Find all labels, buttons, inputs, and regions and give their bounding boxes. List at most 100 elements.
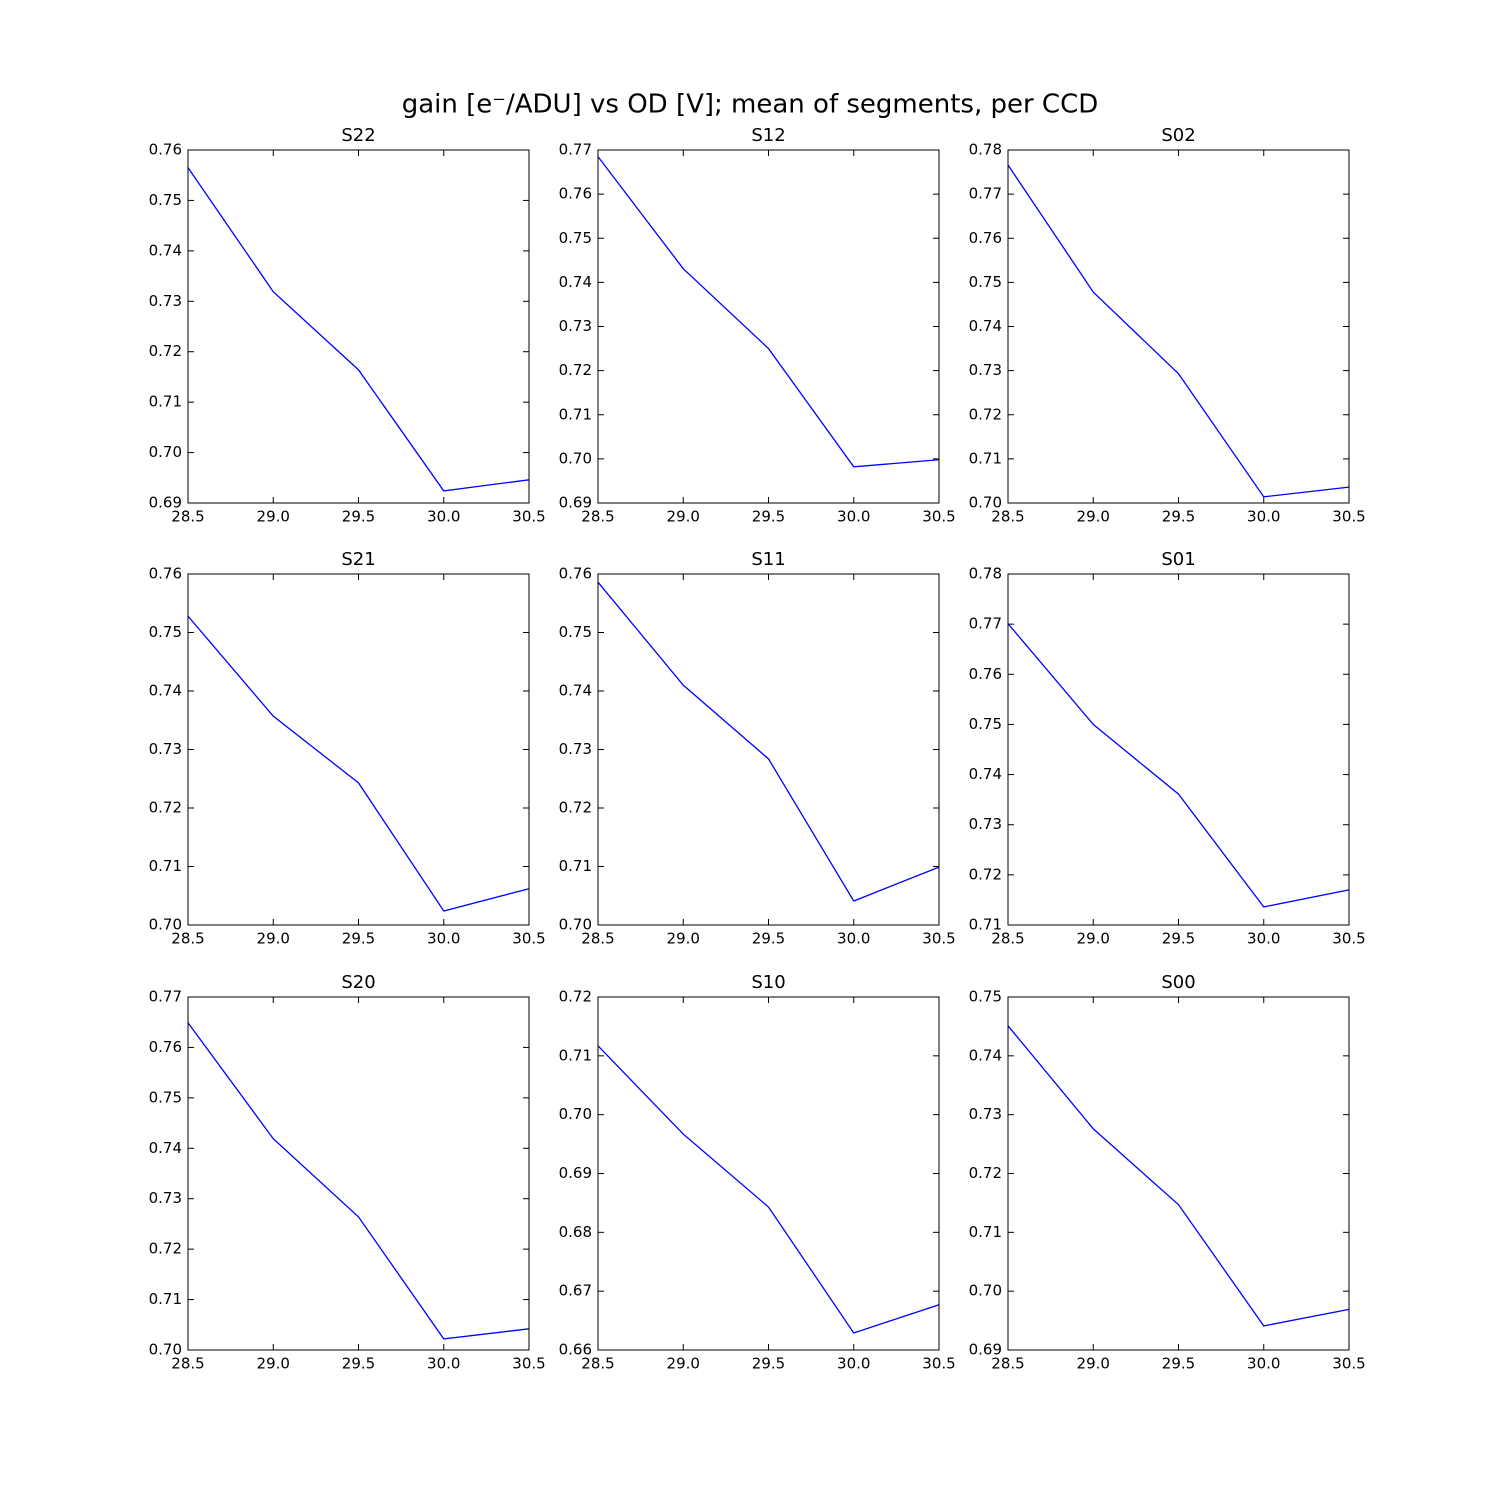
x-tick-label: 29.5	[1162, 930, 1195, 948]
y-tick-label: 0.73	[969, 815, 1002, 833]
y-tick-label: 0.70	[149, 1341, 182, 1359]
subplot-title: S20	[341, 972, 375, 993]
x-tick-label: 28.5	[171, 508, 204, 526]
y-tick-label: 0.67	[559, 1282, 592, 1300]
y-tick-label: 0.70	[969, 494, 1002, 512]
y-tick-label: 0.74	[149, 1139, 182, 1157]
x-tick-label: 29.0	[667, 508, 700, 526]
y-tick-label: 0.77	[149, 988, 182, 1006]
y-tick-label: 0.66	[559, 1341, 592, 1359]
y-tick-label: 0.77	[559, 141, 592, 159]
x-tick-label: 28.5	[991, 930, 1024, 948]
y-tick-label: 0.76	[149, 1038, 182, 1056]
y-tick-label: 0.70	[559, 449, 592, 467]
axes-frame	[597, 573, 940, 926]
y-tick-label: 0.76	[149, 141, 182, 159]
y-tick-label: 0.72	[149, 799, 182, 817]
y-tick-label: 0.74	[969, 765, 1002, 783]
y-tick-label: 0.75	[559, 229, 592, 247]
axes-frame	[187, 573, 530, 926]
x-tick-label: 30.5	[512, 508, 545, 526]
x-tick-label: 28.5	[991, 1355, 1024, 1373]
y-tick-label: 0.76	[969, 229, 1002, 247]
x-tick-label: 30.5	[922, 508, 955, 526]
y-tick-label: 0.71	[559, 857, 592, 875]
y-tick-label: 0.78	[969, 565, 1002, 583]
x-tick-label: 30.5	[1332, 1355, 1365, 1373]
data-line	[187, 615, 530, 912]
x-tick-label: 28.5	[991, 508, 1024, 526]
data-line	[187, 1022, 530, 1340]
axes-frame	[597, 996, 940, 1351]
x-tick-label: 29.5	[1162, 508, 1195, 526]
x-tick-label: 30.0	[837, 1355, 870, 1373]
y-tick-label: 0.75	[969, 988, 1002, 1006]
y-tick-label: 0.70	[559, 1105, 592, 1123]
subplot-title: S02	[1161, 125, 1195, 146]
y-tick-label: 0.76	[969, 665, 1002, 683]
y-tick-label: 0.71	[969, 449, 1002, 467]
x-tick-label: 30.5	[922, 1355, 955, 1373]
axes-frame	[187, 149, 530, 504]
x-tick-label: 28.5	[581, 508, 614, 526]
subplot-title: S00	[1161, 972, 1195, 993]
x-tick-label: 29.5	[752, 1355, 785, 1373]
x-tick-label: 30.0	[837, 930, 870, 948]
y-tick-label: 0.74	[149, 682, 182, 700]
x-tick-label: 29.5	[342, 930, 375, 948]
y-tick-label: 0.73	[969, 361, 1002, 379]
y-tick-label: 0.73	[149, 1189, 182, 1207]
y-tick-label: 0.73	[559, 317, 592, 335]
y-tick-label: 0.74	[969, 317, 1002, 335]
y-tick-label: 0.73	[559, 740, 592, 758]
x-tick-label: 30.0	[427, 508, 460, 526]
x-tick-label: 28.5	[581, 930, 614, 948]
x-tick-label: 29.5	[1162, 1355, 1195, 1373]
y-tick-label: 0.68	[559, 1223, 592, 1241]
y-tick-label: 0.74	[559, 682, 592, 700]
x-tick-label: 30.5	[1332, 508, 1365, 526]
data-line	[597, 1045, 940, 1334]
data-line	[187, 167, 530, 492]
y-tick-label: 0.73	[149, 292, 182, 310]
x-tick-label: 30.5	[1332, 930, 1365, 948]
x-tick-label: 28.5	[171, 1355, 204, 1373]
y-tick-label: 0.71	[969, 1223, 1002, 1241]
axes-frame	[187, 996, 530, 1351]
x-tick-label: 29.5	[752, 930, 785, 948]
axes-frame	[1007, 573, 1350, 926]
axes-frame	[1007, 996, 1350, 1351]
y-tick-label: 0.72	[149, 342, 182, 360]
y-tick-label: 0.71	[559, 1046, 592, 1064]
x-tick-label: 30.0	[427, 930, 460, 948]
x-tick-label: 28.5	[171, 930, 204, 948]
subplot-title: S12	[751, 125, 785, 146]
axes-frame	[597, 149, 940, 504]
y-tick-label: 0.72	[969, 405, 1002, 423]
y-tick-label: 0.70	[559, 916, 592, 934]
y-tick-label: 0.71	[149, 393, 182, 411]
y-tick-label: 0.75	[559, 623, 592, 641]
x-tick-label: 30.5	[512, 1355, 545, 1373]
y-tick-label: 0.73	[149, 740, 182, 758]
data-line	[597, 156, 940, 468]
y-tick-label: 0.72	[559, 361, 592, 379]
subplot-title: S11	[751, 549, 785, 570]
y-tick-label: 0.69	[559, 494, 592, 512]
y-tick-label: 0.74	[559, 273, 592, 291]
y-tick-label: 0.72	[559, 799, 592, 817]
data-line	[1007, 623, 1350, 908]
y-tick-label: 0.72	[969, 865, 1002, 883]
x-tick-label: 29.0	[1077, 1355, 1110, 1373]
y-tick-label: 0.76	[559, 565, 592, 583]
y-tick-label: 0.71	[559, 405, 592, 423]
x-tick-label: 29.5	[752, 508, 785, 526]
subplot-title: S01	[1161, 549, 1195, 570]
subplot-title: S10	[751, 972, 785, 993]
x-tick-label: 29.5	[342, 508, 375, 526]
x-tick-label: 29.0	[257, 1355, 290, 1373]
y-tick-label: 0.71	[149, 857, 182, 875]
data-line	[1007, 164, 1350, 498]
x-tick-label: 30.0	[1247, 1355, 1280, 1373]
y-tick-label: 0.69	[559, 1164, 592, 1182]
